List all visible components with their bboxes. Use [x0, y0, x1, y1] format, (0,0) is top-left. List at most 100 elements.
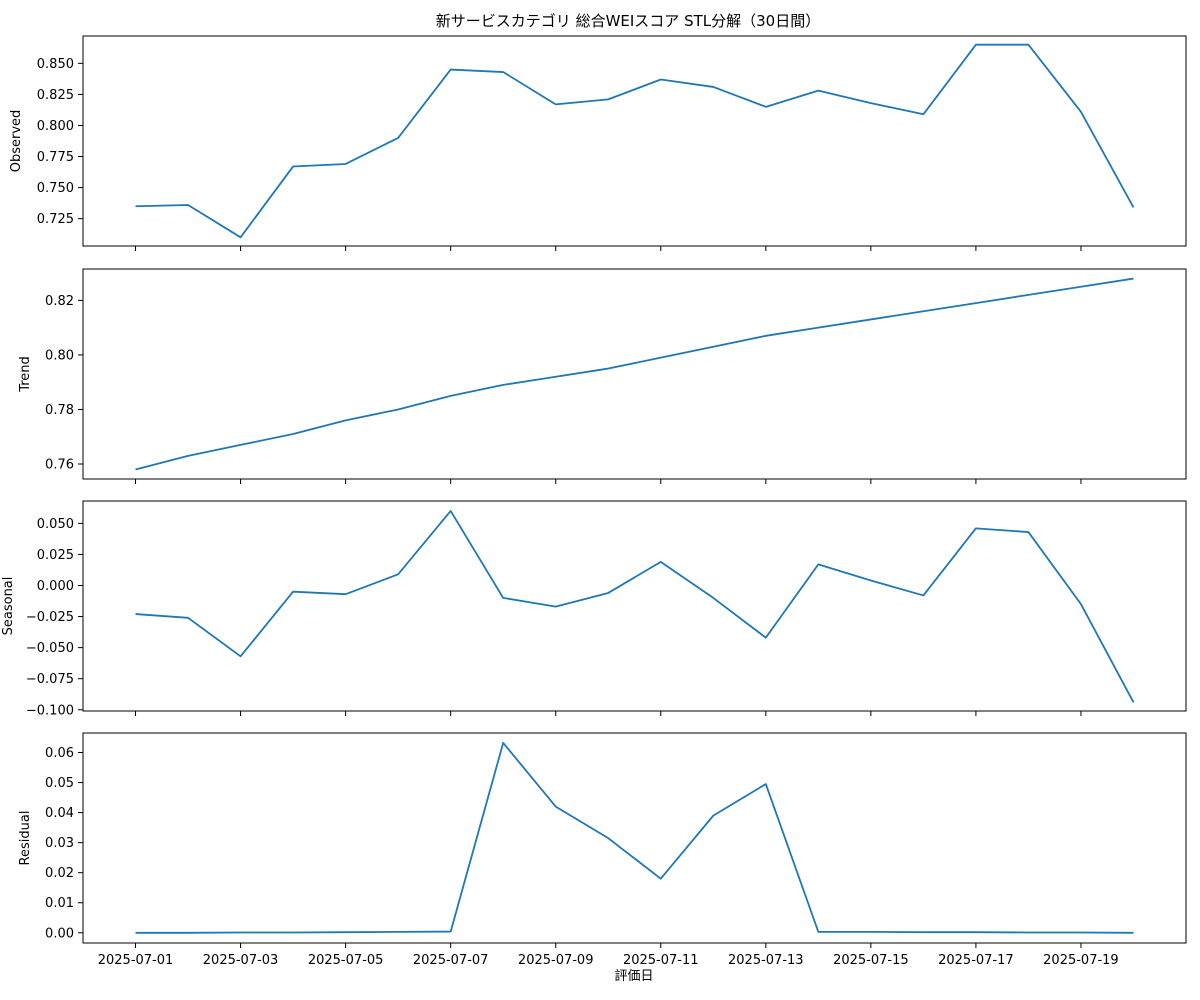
- axes-frame: [82, 732, 1187, 944]
- data-point: [712, 346, 714, 348]
- y-tick-label: 0.825: [37, 88, 74, 103]
- y-tick-label: 0.800: [37, 119, 74, 134]
- y-tick-label: 0.000: [37, 579, 74, 594]
- x-tick-label: 2025-07-13: [728, 953, 804, 968]
- axes-frame: [82, 35, 1187, 247]
- x-tick-label: 2025-07-17: [938, 953, 1014, 968]
- data-point: [607, 98, 609, 100]
- data-point: [1132, 932, 1134, 934]
- y-axis-label: Observed: [9, 110, 24, 173]
- data-point: [1080, 931, 1082, 933]
- data-point: [450, 395, 452, 397]
- x-tick-label: 2025-07-01: [98, 953, 174, 968]
- y-tick-label: 0.76: [45, 458, 74, 473]
- data-point: [135, 205, 137, 207]
- y-tick-label: 0.78: [45, 403, 74, 418]
- data-point: [240, 655, 242, 657]
- data-point: [922, 931, 924, 933]
- data-point: [187, 455, 189, 457]
- x-tick-label: 2025-07-15: [833, 953, 909, 968]
- data-point: [555, 376, 557, 378]
- data-point: [1027, 531, 1029, 533]
- panel-observed: 0.725 0.750 0.775 0.800 0.825 0.850 Observed: [9, 35, 1187, 251]
- data-point: [187, 204, 189, 206]
- x-tick-label: 2025-07-05: [308, 953, 384, 968]
- data-point: [975, 527, 977, 529]
- y-tick-label: 0.850: [37, 57, 74, 72]
- data-point: [1132, 206, 1134, 208]
- data-point: [240, 444, 242, 446]
- chart-title: 新サービスカテゴリ 総合WEIスコア STL分解（30日間）: [436, 12, 820, 30]
- data-point: [712, 597, 714, 599]
- data-point: [1027, 294, 1029, 296]
- data-point: [660, 357, 662, 359]
- data-point: [502, 597, 504, 599]
- data-point: [502, 71, 504, 73]
- data-point: [870, 931, 872, 933]
- data-point: [817, 931, 819, 933]
- series-line-residual: [135, 742, 1134, 934]
- data-point: [450, 510, 452, 512]
- data-point: [450, 69, 452, 71]
- data-point: [1132, 278, 1134, 280]
- panel-residual: 0.00 0.01 0.02 0.03 0.04 0.05 0.06 2025-07-01 20…: [18, 732, 1187, 968]
- data-point: [345, 419, 347, 421]
- data-point: [870, 580, 872, 582]
- data-point: [765, 783, 767, 785]
- data-point: [870, 102, 872, 104]
- data-point: [240, 931, 242, 933]
- y-axis-label: Residual: [18, 811, 33, 866]
- data-point: [922, 310, 924, 312]
- data-point: [450, 931, 452, 933]
- data-point: [187, 617, 189, 619]
- series-line-trend: [135, 277, 1134, 471]
- data-point: [1080, 286, 1082, 288]
- x-axis-label: 評価日: [614, 969, 653, 984]
- y-tick-label: −0.025: [26, 610, 74, 625]
- data-point: [502, 742, 504, 744]
- data-point: [555, 103, 557, 105]
- data-point: [397, 137, 399, 139]
- panel-trend: 0.76 0.78 0.80 0.82 Trend: [18, 268, 1187, 484]
- y-tick-label: 0.00: [45, 926, 74, 941]
- data-point: [345, 163, 347, 165]
- data-point: [607, 368, 609, 370]
- data-point: [975, 931, 977, 933]
- data-point: [345, 931, 347, 933]
- data-point: [817, 563, 819, 565]
- data-point: [712, 815, 714, 817]
- data-point: [607, 592, 609, 594]
- data-point: [397, 408, 399, 410]
- data-point: [765, 335, 767, 337]
- data-point: [135, 932, 137, 934]
- data-point: [712, 86, 714, 88]
- data-point: [1027, 931, 1029, 933]
- data-point: [660, 78, 662, 80]
- x-tick-label: 2025-07-07: [413, 953, 489, 968]
- y-tick-label: 0.06: [45, 746, 74, 761]
- data-point: [975, 44, 977, 46]
- data-point: [922, 594, 924, 596]
- series-line-observed: [135, 43, 1135, 239]
- data-point: [345, 593, 347, 595]
- y-tick-label: 0.80: [45, 348, 74, 363]
- y-axis-label: Trend: [18, 356, 33, 393]
- data-point: [765, 637, 767, 639]
- y-tick-label: 0.725: [37, 212, 74, 227]
- data-point: [397, 931, 399, 933]
- y-tick-label: 0.025: [37, 548, 74, 563]
- data-point: [660, 878, 662, 880]
- data-point: [1027, 44, 1029, 46]
- y-tick-label: 0.02: [45, 866, 74, 881]
- data-point: [292, 931, 294, 933]
- y-tick-label: −0.100: [26, 703, 74, 718]
- y-tick-label: 0.750: [37, 181, 74, 196]
- x-tick-label: 2025-07-19: [1043, 953, 1119, 968]
- data-point: [135, 613, 137, 615]
- axes-frame: [82, 500, 1187, 712]
- data-point: [1080, 111, 1082, 113]
- y-tick-label: 0.03: [45, 836, 74, 851]
- x-tick-label: 2025-07-03: [203, 953, 279, 968]
- data-point: [292, 591, 294, 593]
- data-point: [555, 606, 557, 608]
